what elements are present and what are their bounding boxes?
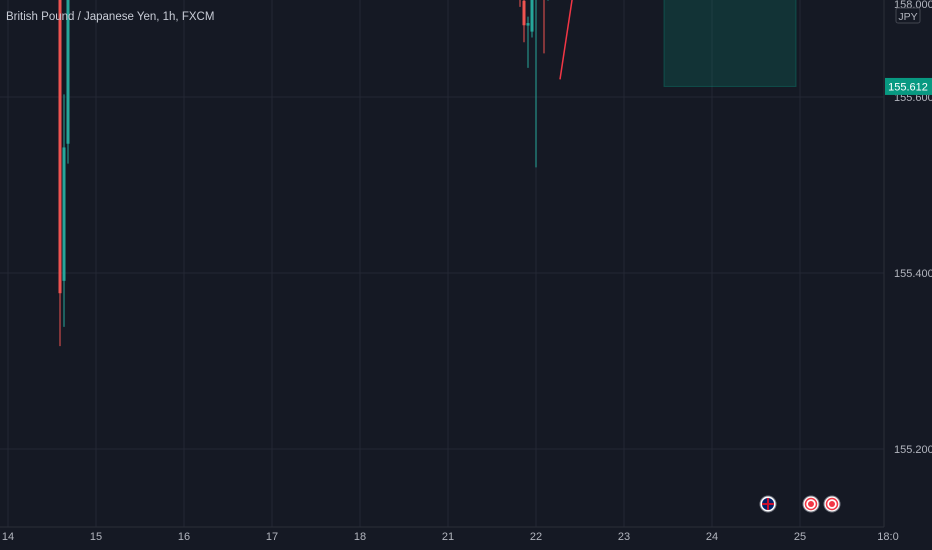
time-tick-label: 18 [354,531,366,543]
time-tick-label: 17 [266,531,278,543]
time-tick-label: 25 [794,531,806,543]
take-profit-zone [663,0,797,87]
uk-flag-icon[interactable] [759,495,777,513]
time-tick-label: 23 [618,531,630,543]
candle-body [66,0,70,144]
event-ring [825,497,839,511]
target-price-label-box [885,77,932,95]
price-tick-label: 155.200 [894,444,932,456]
time-axis-background [0,527,884,550]
time-axis: 14 15 16 17 18 21 22 23 24 25 18:0 [0,526,899,550]
currency-label: JPY [898,11,917,23]
symbol-legend: British Pound / Japanese Yen, 1h, FXCM [6,11,215,23]
time-tick-label: 24 [706,531,718,543]
target-price-label: 155.612 [888,81,928,93]
price-tick-label: 158.000 [894,0,932,11]
economic-event-icon[interactable] [823,495,841,513]
time-tick-label: 14 [2,531,14,543]
economic-event-icon[interactable] [802,495,820,513]
price-axis: 158.000JPY157.800157.600157.400157.20015… [883,0,932,550]
time-tick-label: 21 [442,531,454,543]
candle-body [530,0,534,32]
time-tick-label: 22 [530,531,542,543]
candle-body [62,147,66,281]
time-tick-label: 16 [178,531,190,543]
event-dot [829,501,835,507]
candlestick-series [58,0,549,347]
price-tick-label: 155.400 [894,268,932,280]
candle-body [526,23,530,26]
event-dot [808,501,814,507]
candle-body [522,0,526,26]
currency-box [895,7,921,24]
candle-body [58,0,62,294]
time-tick-label: 15 [90,531,102,543]
time-tick-label: 18:0 [877,531,898,543]
event-ring [804,497,818,511]
price-tick-label: 155.600 [894,92,932,104]
